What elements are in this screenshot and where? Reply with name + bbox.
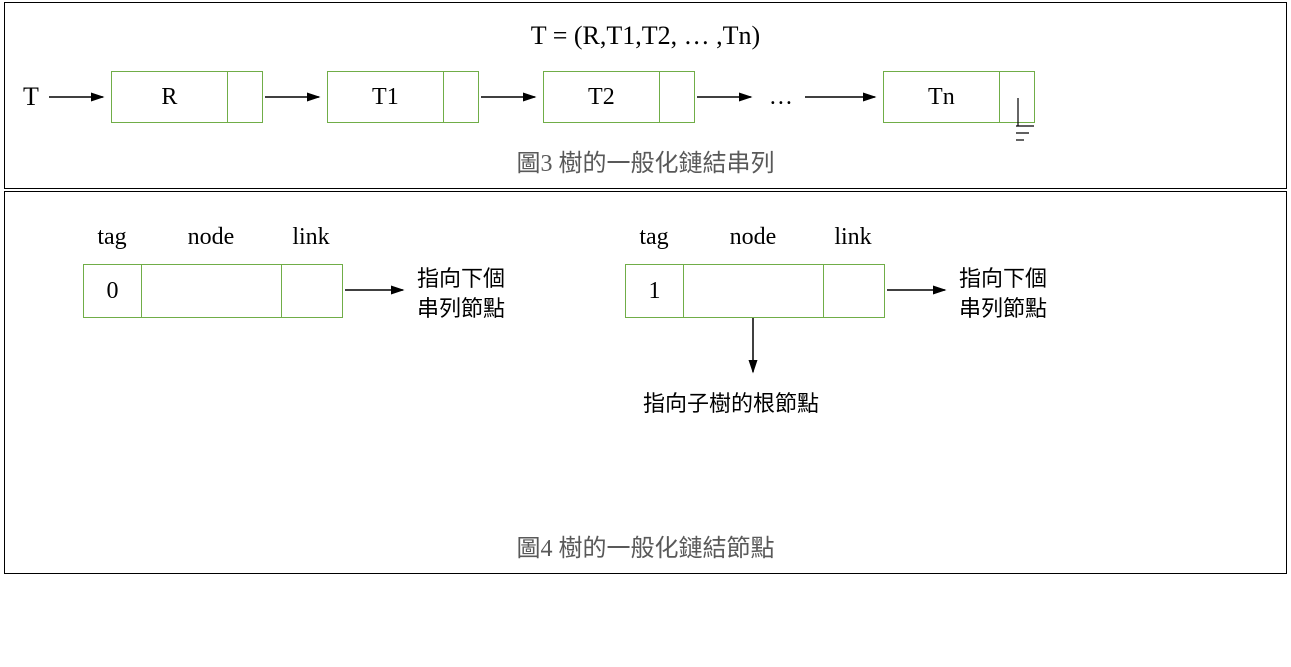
ground-icon (1016, 98, 1056, 158)
struct-node-left: 0 (83, 264, 343, 318)
node-link-cell (660, 72, 694, 122)
arrow (479, 87, 543, 107)
list-node-last: Tn (883, 71, 1035, 123)
link-cell (824, 265, 884, 317)
node-data: R (112, 72, 228, 122)
desc-line: 指向下個 (959, 264, 1047, 294)
node-cell (142, 265, 282, 317)
field-label: tag (83, 224, 141, 251)
link-desc-right: 指向下個 串列節點 (959, 264, 1047, 323)
tag-cell: 1 (626, 265, 684, 317)
figure3-panel: T = (R,T1,T2, … ,Tn) T R T1 T2 … Tn 圖3 樹的一… (4, 2, 1287, 189)
figure3-caption: 圖3 樹的一般化鏈結串列 (5, 137, 1286, 188)
desc-line: 指向下個 (417, 264, 505, 294)
link-desc-left: 指向下個 串列節點 (417, 264, 505, 323)
field-label: link (281, 224, 341, 251)
ellipsis: … (759, 84, 803, 111)
figure4-content: tagnodelink 0 指向下個 串列節點 tagnodelink 1 指向… (5, 192, 1286, 522)
node-data: T2 (544, 72, 660, 122)
link-arrow-left (343, 280, 413, 300)
field-label: link (823, 224, 883, 251)
struct-node-right: 1 (625, 264, 885, 318)
linked-list-chain: T R T1 T2 … Tn (5, 61, 1286, 137)
subtree-desc: 指向子樹的根節點 (643, 386, 819, 418)
field-labels-right: tagnodelink (625, 224, 883, 251)
desc-line: 串列節點 (417, 294, 505, 324)
desc-line: 串列節點 (959, 294, 1047, 324)
field-label: node (141, 224, 281, 251)
field-labels-left: tagnodelink (83, 224, 341, 251)
link-cell (282, 265, 342, 317)
list-node: T1 (327, 71, 479, 123)
figure4-caption: 圖4 樹的一般化鏈結節點 (5, 522, 1286, 573)
node-link-cell (444, 72, 478, 122)
node-data: Tn (884, 72, 1000, 122)
node-data: T1 (328, 72, 444, 122)
field-label: tag (625, 224, 683, 251)
node-link-cell (228, 72, 262, 122)
arrow (803, 87, 883, 107)
subtree-arrow-icon (743, 316, 763, 382)
list-node: R (111, 71, 263, 123)
arrow (695, 87, 759, 107)
figure4-panel: tagnodelink 0 指向下個 串列節點 tagnodelink 1 指向… (4, 191, 1287, 574)
list-node: T2 (543, 71, 695, 123)
node-cell (684, 265, 824, 317)
arrow (47, 87, 111, 107)
tag-cell: 0 (84, 265, 142, 317)
link-arrow-right (885, 280, 955, 300)
arrow (263, 87, 327, 107)
tree-formula: T = (R,T1,T2, … ,Tn) (5, 3, 1286, 61)
start-label: T (23, 82, 47, 112)
field-label: node (683, 224, 823, 251)
